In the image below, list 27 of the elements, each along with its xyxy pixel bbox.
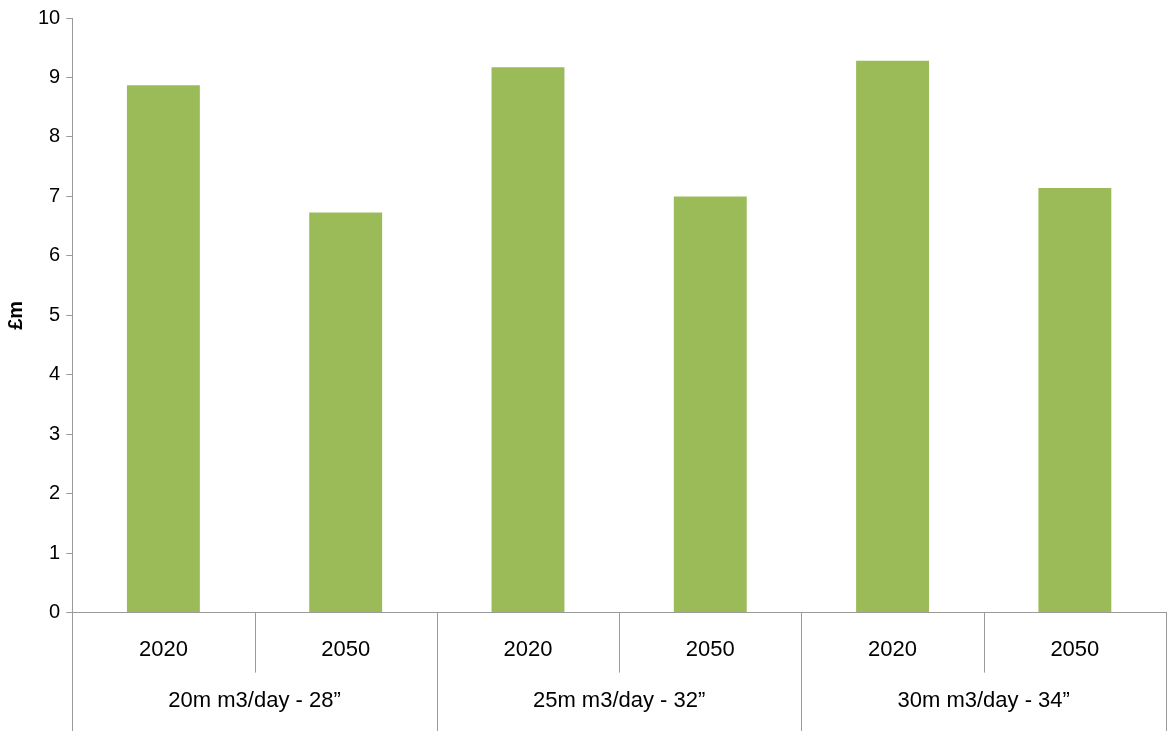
x-tick-label: 2050 bbox=[321, 635, 371, 661]
y-tick-label: 8 bbox=[49, 124, 61, 147]
y-tick-label: 4 bbox=[49, 362, 61, 385]
bar bbox=[491, 67, 565, 613]
x-tick-label: 2050 bbox=[685, 635, 735, 661]
x-tick-label: 2020 bbox=[868, 635, 918, 661]
bar bbox=[856, 60, 930, 613]
text: 25m m3/day - 32” bbox=[532, 686, 706, 712]
y-tick-label: 1 bbox=[49, 540, 61, 563]
x-tick-label: 2020 bbox=[503, 635, 553, 661]
y-tick-label: 6 bbox=[49, 243, 61, 266]
y-tick-label: 2 bbox=[49, 481, 61, 504]
bar bbox=[673, 196, 747, 613]
y-tick-label: 0 bbox=[49, 600, 61, 623]
x-tick-label: 2020 bbox=[138, 635, 188, 661]
text: 20m m3/day - 28” bbox=[168, 686, 341, 712]
text: 30m m3/day - 34” bbox=[897, 686, 1070, 712]
bar bbox=[126, 85, 200, 613]
bar bbox=[309, 212, 383, 613]
y-tick-label: 7 bbox=[49, 183, 61, 206]
y-tick-label: 9 bbox=[49, 64, 61, 87]
y-tick-label: 10 bbox=[38, 5, 61, 28]
y-axis-title: £m bbox=[3, 300, 26, 330]
y-tick-label: 5 bbox=[49, 302, 61, 325]
y-tick-label: 3 bbox=[49, 421, 61, 444]
x-tick-label: 2050 bbox=[1050, 635, 1100, 661]
bar bbox=[1038, 188, 1112, 613]
